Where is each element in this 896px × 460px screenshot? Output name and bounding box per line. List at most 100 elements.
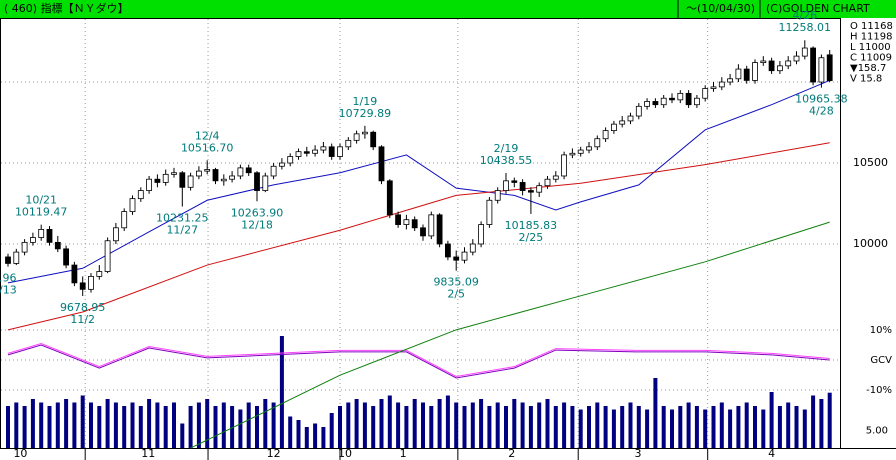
volume-bar [255,406,259,448]
candle-body [403,219,410,225]
volume-bar [437,399,442,448]
candle-body [511,180,518,183]
volume-bar [221,402,226,448]
volume-bar [55,402,60,448]
x-tick-label: 3 [634,447,641,460]
candle-body [420,227,426,237]
volume-bar [661,406,666,448]
candle-body [428,214,435,237]
volume-bar [246,402,251,448]
volume-bar [22,406,27,448]
volume-bar [611,409,616,448]
candle-body [552,175,559,180]
candle-body [743,68,750,81]
volume-bar [711,406,716,448]
candle-body [104,240,111,272]
candle-body [810,47,816,83]
osc-tick-label: -10% [866,385,892,396]
candle-body [137,190,144,200]
volume-bar [777,406,782,448]
volume-bar [279,336,284,448]
volume-bar [80,395,85,448]
volume-bar [155,402,160,448]
volume-bar [819,399,824,448]
candle-body [79,282,86,290]
candle-body [444,243,451,258]
candle-body [503,180,509,191]
candle-body [38,229,45,238]
candle-body [577,149,584,154]
candle-body [245,167,252,174]
volume-bar [338,406,342,448]
volume-bar [587,406,591,448]
ma-line [7,142,830,331]
volume-bar [321,427,326,448]
candle-body [793,55,800,62]
annotation-date: 0/13 [0,284,17,297]
annotation-date: 2/19 [494,142,519,155]
volume-bar [313,423,318,448]
volume-bar [578,409,583,448]
candle-body [386,180,393,216]
candle-body [320,146,327,151]
osc-tick-label: GCV [870,355,892,366]
candle-body [660,97,667,106]
ma-line [190,221,830,449]
annotation-price: 10516.70 [181,141,234,154]
candle-body [237,167,244,177]
volume-bar [719,402,724,448]
candle-body [395,214,402,225]
candle-body [270,165,277,177]
candle-body [411,219,418,229]
osc-line [7,344,830,379]
annotation-date: 4/26 [792,9,817,22]
candle-body [768,60,775,72]
volume-bar [703,409,708,448]
volume-bar [827,392,832,448]
volume-bar [188,406,193,448]
x-tick-label: 4 [768,447,775,460]
candle-body [129,198,136,213]
annotation-date: 12/18 [241,218,273,231]
candle-body [187,175,194,188]
volume-bar [354,399,359,448]
candle-body [46,229,53,243]
candle-body [710,86,717,89]
vol-tick-label: 5.00 [866,426,888,437]
candle-body [254,172,260,191]
candle-body [262,175,269,191]
volume-bar [205,399,210,448]
volume-bar [429,406,434,448]
candle-body [13,251,20,264]
candle-body [611,123,617,132]
candle-body [179,172,186,188]
volume-bar [562,402,567,448]
candle-body [370,131,377,148]
volume-bar [296,420,301,448]
volume-bar [346,402,351,448]
volume-bar [172,402,176,448]
volume-bar [39,402,44,448]
x-tick-label: 2 [508,447,515,460]
volume-bar [645,409,650,448]
volume-bar [620,406,625,448]
candle-body [171,172,177,175]
candle-body [519,182,526,191]
candle-body [602,130,609,140]
candle-body [328,146,335,157]
osc-tick-label: 10% [870,325,892,336]
annotation-price: 9678.95 [60,301,106,314]
volume-bar [180,423,185,448]
annotation-date: 2/5 [447,288,465,301]
volume-bar [288,416,293,448]
info-text: V 15.8 [850,74,882,85]
volume-bar [196,402,201,448]
annotation-price: 10965.38 [795,93,848,106]
volume-bar [628,402,633,448]
volume-bar [271,402,276,448]
candle-body [702,88,709,99]
volume-bar [670,409,674,448]
candle-body [718,81,725,88]
candle-body [801,47,808,57]
candle-body [303,151,310,154]
